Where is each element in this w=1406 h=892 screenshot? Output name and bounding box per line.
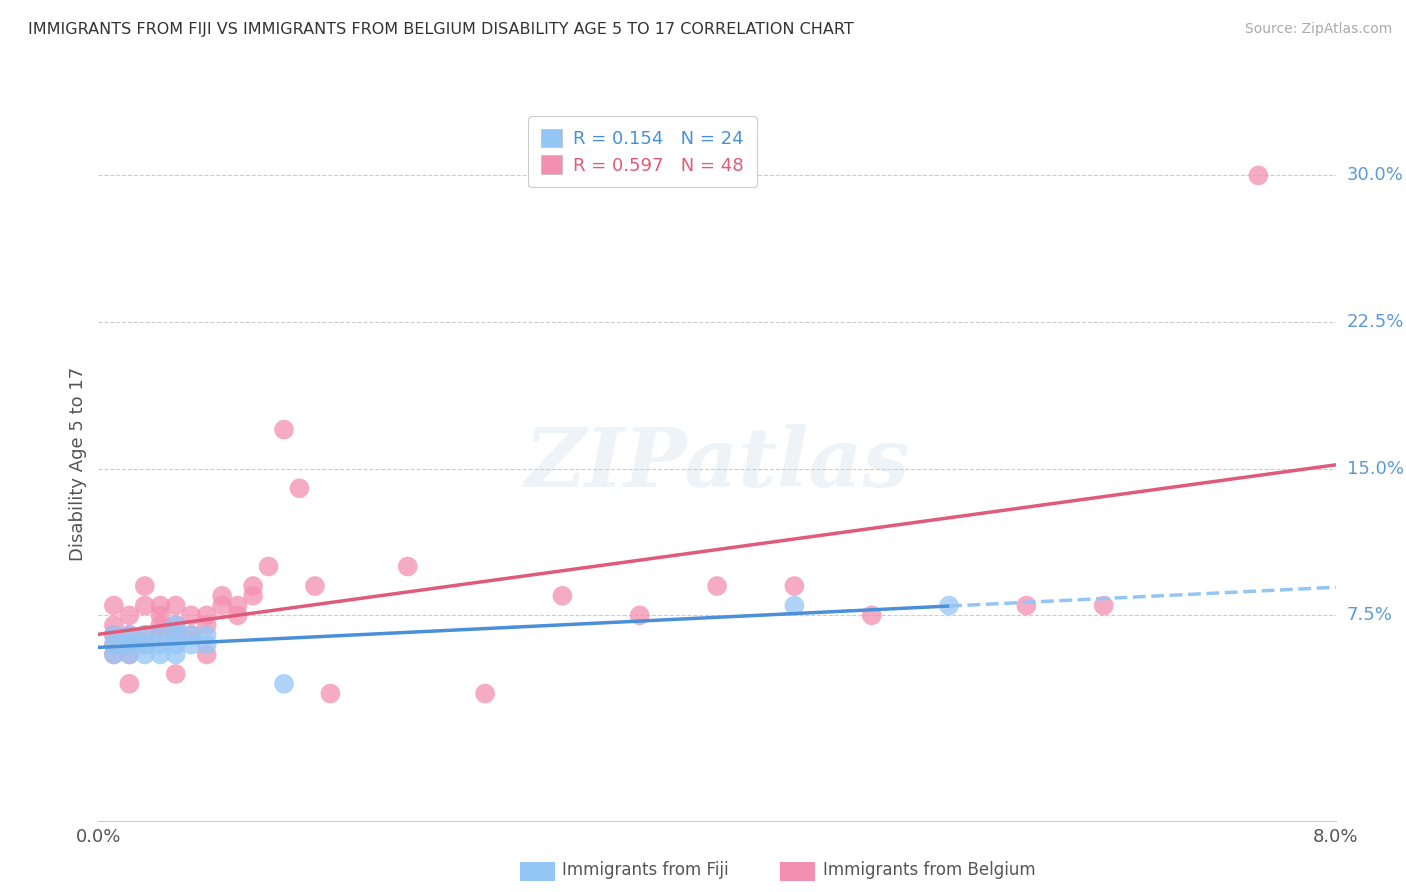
Point xyxy=(165,628,187,642)
Point xyxy=(1092,599,1115,613)
Point xyxy=(396,559,419,574)
Point xyxy=(288,481,311,495)
Point xyxy=(134,628,156,642)
Text: Source: ZipAtlas.com: Source: ZipAtlas.com xyxy=(1244,22,1392,37)
Text: 30.0%: 30.0% xyxy=(1347,167,1403,185)
Point xyxy=(165,599,187,613)
Point xyxy=(273,677,295,691)
Point xyxy=(118,628,141,642)
Point xyxy=(860,608,883,623)
Point xyxy=(149,618,172,632)
Point xyxy=(180,608,202,623)
Point xyxy=(134,638,156,652)
Point xyxy=(226,599,249,613)
Point xyxy=(226,608,249,623)
Text: IMMIGRANTS FROM FIJI VS IMMIGRANTS FROM BELGIUM DISABILITY AGE 5 TO 17 CORRELATI: IMMIGRANTS FROM FIJI VS IMMIGRANTS FROM … xyxy=(28,22,853,37)
Point xyxy=(474,687,496,701)
Point xyxy=(551,589,574,603)
Point xyxy=(195,648,218,662)
Point xyxy=(103,648,125,662)
Point xyxy=(118,638,141,652)
Point xyxy=(134,638,156,652)
Point xyxy=(195,628,218,642)
Point xyxy=(134,599,156,613)
Point xyxy=(134,579,156,593)
Point xyxy=(103,638,125,652)
Point xyxy=(165,618,187,632)
Point xyxy=(103,648,125,662)
Text: Immigrants from Belgium: Immigrants from Belgium xyxy=(823,861,1035,879)
Point xyxy=(195,638,218,652)
Text: 22.5%: 22.5% xyxy=(1347,313,1405,331)
Point xyxy=(103,599,125,613)
Point xyxy=(165,628,187,642)
Point xyxy=(118,628,141,642)
Text: 15.0%: 15.0% xyxy=(1347,459,1403,478)
Point xyxy=(938,599,960,613)
Point xyxy=(257,559,280,574)
Text: 7.5%: 7.5% xyxy=(1347,607,1393,624)
Point xyxy=(195,618,218,632)
Point xyxy=(319,687,342,701)
Point xyxy=(242,589,264,603)
Point xyxy=(211,589,233,603)
Point xyxy=(180,628,202,642)
Point xyxy=(118,638,141,652)
Point xyxy=(118,608,141,623)
Point xyxy=(628,608,651,623)
Point xyxy=(706,579,728,593)
Point xyxy=(149,648,172,662)
Point xyxy=(149,599,172,613)
Point xyxy=(118,648,141,662)
Point xyxy=(242,579,264,593)
Point xyxy=(195,608,218,623)
Point xyxy=(304,579,326,593)
Point xyxy=(165,648,187,662)
Point xyxy=(783,579,806,593)
Point xyxy=(180,638,202,652)
Point xyxy=(149,638,172,652)
Point xyxy=(149,608,172,623)
Point xyxy=(103,638,125,652)
Point xyxy=(118,638,141,652)
Point xyxy=(180,628,202,642)
Point xyxy=(1247,169,1270,183)
Point xyxy=(273,423,295,437)
Point xyxy=(165,667,187,681)
Point xyxy=(165,638,187,652)
Point xyxy=(211,599,233,613)
Point xyxy=(149,628,172,642)
Point xyxy=(103,628,125,642)
Legend: R = 0.154   N = 24, R = 0.597   N = 48: R = 0.154 N = 24, R = 0.597 N = 48 xyxy=(529,116,756,187)
Text: ZIPatlas: ZIPatlas xyxy=(524,424,910,504)
Y-axis label: Disability Age 5 to 17: Disability Age 5 to 17 xyxy=(69,367,87,561)
Point xyxy=(134,648,156,662)
Point xyxy=(103,628,125,642)
Point xyxy=(1015,599,1038,613)
Point xyxy=(134,628,156,642)
Point xyxy=(783,599,806,613)
Point xyxy=(103,618,125,632)
Point xyxy=(149,628,172,642)
Point xyxy=(118,648,141,662)
Point xyxy=(165,618,187,632)
Text: Immigrants from Fiji: Immigrants from Fiji xyxy=(562,861,730,879)
Point xyxy=(118,677,141,691)
